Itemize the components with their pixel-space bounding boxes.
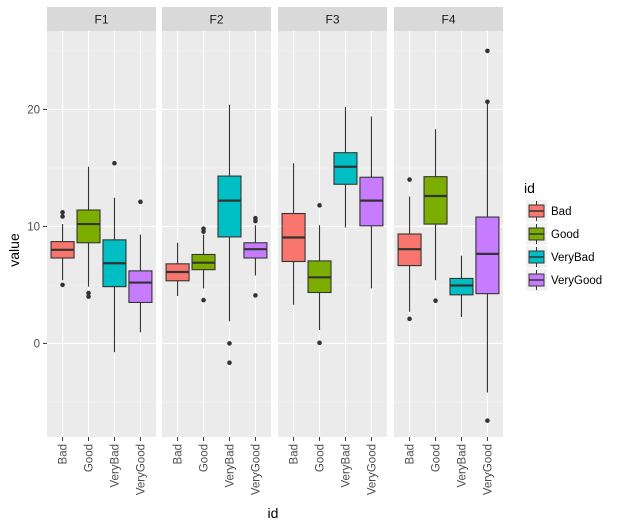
box-verygood — [359, 116, 384, 289]
outlier-point — [317, 203, 322, 208]
x-axis-title: id — [268, 505, 279, 521]
x-tick-label: VeryBad — [456, 444, 468, 487]
legend-item-good: Good — [526, 223, 579, 245]
box-iqr — [423, 176, 448, 225]
outlier-point — [201, 229, 206, 234]
box-iqr — [243, 242, 268, 259]
outlier-point — [112, 160, 117, 166]
outlier-point — [60, 210, 65, 215]
box-verygood — [475, 48, 500, 423]
x-tick-label: Good — [84, 444, 96, 472]
box-good — [191, 226, 216, 303]
outlier-point — [407, 177, 412, 182]
outlier-point — [317, 340, 322, 346]
outlier-point — [433, 298, 438, 303]
outlier-point — [201, 297, 206, 303]
outlier-point — [407, 316, 412, 322]
panel-background — [47, 31, 156, 437]
outlier-point — [60, 282, 65, 288]
box-verygood — [128, 199, 153, 333]
x-tick-label: Bad — [405, 444, 417, 464]
outlier-point — [485, 48, 490, 54]
y-tick-label: 10 — [27, 221, 40, 233]
legend-item-verygood: VeryGood — [526, 269, 602, 291]
outlier-point — [86, 294, 91, 299]
box-iqr — [333, 152, 358, 185]
box-verygood — [243, 215, 268, 298]
x-tick-label: VeryGood — [250, 444, 262, 495]
x-tick-label: Bad — [289, 444, 301, 464]
box-iqr — [449, 277, 474, 296]
x-tick-label: Bad — [173, 444, 185, 464]
legend-title: id — [524, 180, 535, 196]
facet-strip — [162, 7, 271, 31]
box-verybad — [217, 104, 242, 366]
x-tick-label: Good — [199, 444, 211, 472]
facet-panels: F1 Bad Good VeryBad VeryGood F2 Bad Good VeryBad… — [47, 7, 503, 495]
facet-strip-label: F3 — [325, 13, 339, 27]
y-axis: 0 10 20 — [27, 104, 47, 350]
legend-label: VeryBad — [551, 252, 594, 264]
box-good — [423, 129, 448, 303]
x-tick-label: VeryGood — [482, 444, 494, 495]
box-iqr — [76, 209, 101, 244]
legend-label: VeryGood — [551, 275, 602, 287]
facet-strip — [394, 7, 503, 31]
x-tick-label: Bad — [58, 444, 70, 464]
x-tick-label: VeryBad — [340, 444, 352, 487]
y-axis-title: value — [6, 233, 22, 267]
box-verybad — [102, 160, 127, 353]
legend-item-bad: Bad — [526, 200, 571, 222]
legend-label: Bad — [551, 206, 571, 218]
facet-panel-f3: F3 Bad Good VeryBad VeryGood — [278, 7, 387, 495]
legend-item-verybad: VeryBad — [526, 246, 594, 268]
outlier-point — [227, 360, 232, 366]
facet-panel-f4: F4 Bad Good VeryBad VeryGood — [394, 7, 503, 495]
facet-strip-label: F1 — [94, 13, 108, 27]
outlier-point — [485, 418, 490, 423]
facet-strip — [278, 7, 387, 31]
facet-strip-label: F2 — [209, 13, 223, 27]
x-tick-label: VeryGood — [366, 444, 378, 495]
box-verybad — [333, 107, 358, 228]
box-bad — [281, 163, 306, 305]
box-iqr — [128, 270, 153, 303]
x-tick-label: Good — [315, 444, 327, 472]
legend-label: Good — [551, 229, 579, 241]
facet-panel-f2: F2 Bad Good VeryBad VeryGood — [162, 7, 271, 495]
outlier-point — [253, 218, 258, 224]
box-verybad — [449, 255, 474, 318]
y-tick-label: 0 — [34, 338, 40, 350]
outlier-point — [86, 290, 91, 296]
x-tick-label: VeryBad — [109, 444, 121, 487]
x-tick-label: VeryBad — [224, 444, 236, 487]
x-tick-label: Good — [431, 444, 443, 472]
box-iqr — [475, 216, 500, 295]
box-bad — [165, 242, 190, 297]
outlier-point — [60, 214, 65, 219]
box-bad — [397, 177, 422, 322]
box-good — [76, 166, 101, 299]
x-tick-label: VeryGood — [135, 444, 147, 495]
facet-panel-f1: F1 Bad Good VeryBad VeryGood — [47, 7, 156, 495]
box-bad — [50, 210, 75, 288]
outlier-point — [227, 341, 232, 346]
box-good — [307, 203, 332, 346]
outlier-point — [253, 293, 258, 298]
y-tick-label: 20 — [27, 104, 40, 116]
outlier-point — [485, 99, 490, 105]
panel-background — [162, 31, 271, 437]
box-iqr — [217, 175, 242, 238]
facet-strip — [47, 7, 156, 31]
legend: id Bad Good VeryBad VeryGood — [524, 180, 602, 291]
facet-strip-label: F4 — [441, 13, 455, 27]
outlier-point — [138, 199, 143, 205]
